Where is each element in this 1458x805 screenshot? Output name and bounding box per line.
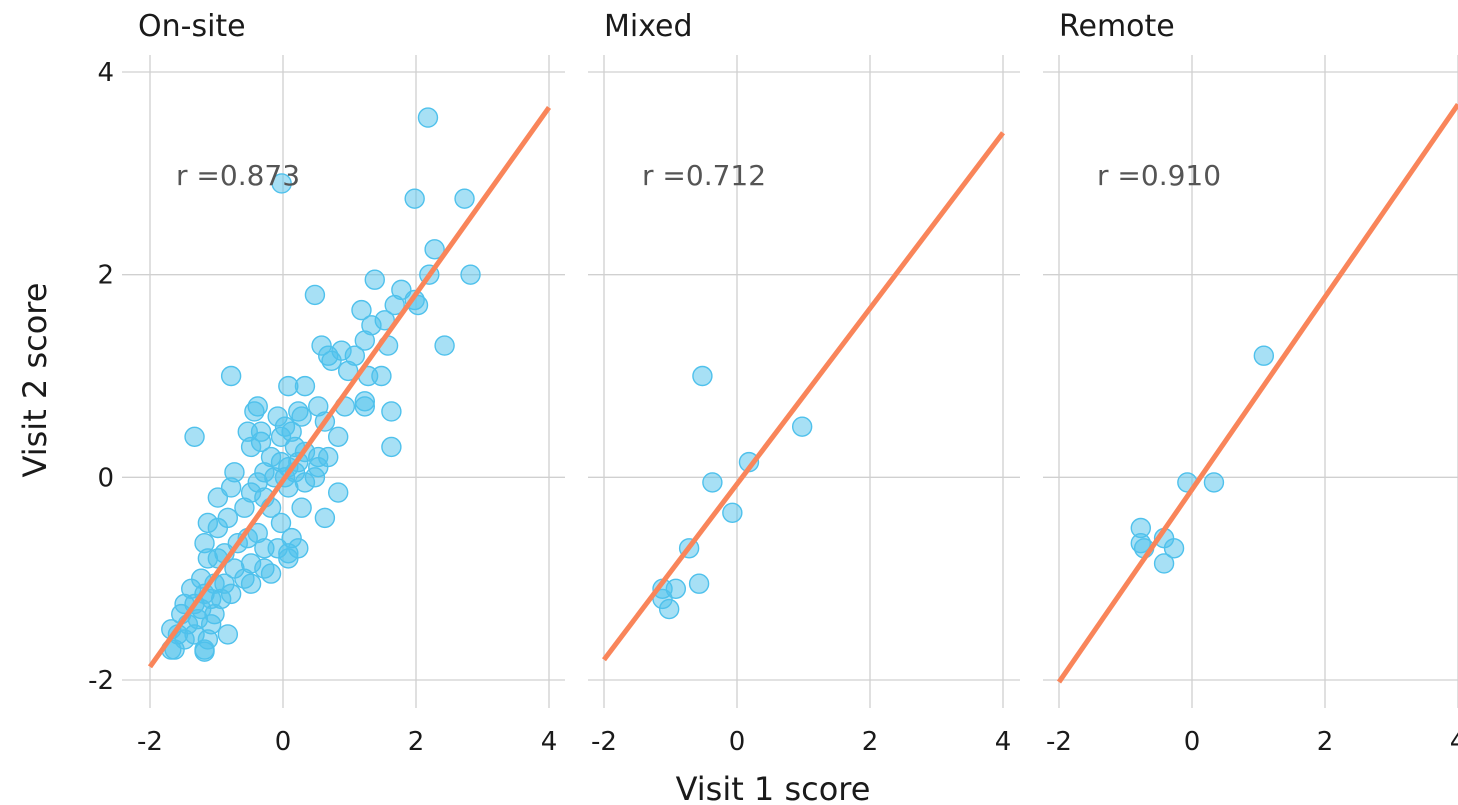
data-point bbox=[337, 360, 359, 382]
x-tick-label: 4 bbox=[1450, 727, 1458, 757]
panel-title: Mixed bbox=[604, 9, 693, 44]
data-point bbox=[1163, 538, 1185, 559]
data-point bbox=[688, 573, 710, 594]
panel-remote: Remote -2 0 2 4 r =0.910 bbox=[1043, 9, 1458, 757]
data-point bbox=[217, 624, 239, 645]
data-point bbox=[354, 330, 375, 351]
x-tick-label: 2 bbox=[408, 727, 425, 757]
x-tick-label: -2 bbox=[1046, 727, 1072, 757]
data-point bbox=[354, 396, 375, 417]
data-point bbox=[294, 375, 316, 397]
fit-line bbox=[147, 106, 552, 669]
panel-title: On-site bbox=[138, 9, 246, 44]
data-point bbox=[381, 436, 402, 458]
data-point bbox=[271, 173, 292, 194]
data-point bbox=[424, 239, 445, 260]
data-point bbox=[692, 365, 713, 387]
data-point bbox=[184, 426, 205, 447]
data-point bbox=[351, 299, 372, 321]
data-point bbox=[270, 426, 292, 447]
data-point bbox=[314, 507, 336, 529]
data-point bbox=[1253, 345, 1275, 366]
data-point bbox=[371, 365, 392, 387]
panels: On-site -2 0 2 4 -2 0 2 4 r =0.873 Mixed -2 0 2 4 r =0.… bbox=[88, 9, 1458, 757]
points bbox=[161, 107, 481, 662]
x-tick-label: -2 bbox=[137, 727, 163, 757]
data-point bbox=[244, 401, 265, 422]
x-tick-label: 4 bbox=[541, 727, 558, 757]
gridlines bbox=[1043, 55, 1458, 708]
x-tick-label: -2 bbox=[591, 727, 617, 757]
panel-on-site: On-site -2 0 2 4 -2 0 2 4 r =0.873 bbox=[88, 9, 565, 757]
data-point bbox=[194, 641, 215, 662]
panel-title: Remote bbox=[1059, 9, 1175, 44]
data-point bbox=[234, 497, 255, 518]
data-point bbox=[1203, 472, 1225, 493]
y-axis-title: Visit 2 score bbox=[16, 283, 54, 478]
data-point bbox=[270, 512, 292, 534]
panel-mixed: Mixed -2 0 2 4 r =0.712 bbox=[588, 9, 1020, 757]
data-point bbox=[404, 188, 425, 209]
gridlines bbox=[588, 55, 1020, 708]
x-tick-label: 2 bbox=[1317, 727, 1334, 757]
data-point bbox=[381, 401, 402, 422]
x-tick-label: 0 bbox=[729, 727, 746, 757]
y-tick-label: 4 bbox=[97, 58, 114, 88]
fit-line bbox=[602, 131, 1005, 662]
data-point bbox=[417, 107, 439, 128]
x-tick-label: 2 bbox=[862, 727, 879, 757]
correlation-label: r =0.712 bbox=[642, 159, 766, 192]
data-point bbox=[327, 426, 349, 447]
y-tick-label: -2 bbox=[88, 666, 114, 696]
points bbox=[1130, 345, 1275, 574]
data-point bbox=[1153, 553, 1175, 574]
data-point bbox=[321, 350, 342, 371]
data-point bbox=[460, 264, 481, 285]
y-tick-label: 0 bbox=[97, 463, 114, 493]
data-point bbox=[291, 406, 312, 427]
x-axis-title: Visit 1 score bbox=[676, 770, 871, 805]
data-point bbox=[364, 269, 385, 290]
data-point bbox=[434, 335, 455, 356]
data-point bbox=[260, 563, 282, 584]
data-point bbox=[220, 477, 242, 498]
fit-line bbox=[1056, 103, 1458, 684]
data-point bbox=[454, 188, 475, 209]
data-point bbox=[278, 548, 299, 569]
data-point bbox=[702, 472, 723, 493]
correlation-label: r =0.910 bbox=[1097, 159, 1221, 192]
x-tick-label: 0 bbox=[275, 727, 292, 757]
x-tick-label: 4 bbox=[995, 727, 1012, 757]
data-point bbox=[220, 365, 242, 387]
data-point bbox=[791, 416, 813, 437]
data-point bbox=[722, 502, 743, 523]
data-point bbox=[217, 507, 239, 529]
data-point bbox=[304, 284, 326, 306]
data-point bbox=[658, 598, 680, 620]
x-tick-label: 0 bbox=[1184, 727, 1201, 757]
correlation-label: r =0.873 bbox=[176, 159, 300, 192]
data-point bbox=[384, 294, 405, 316]
data-point bbox=[327, 482, 349, 503]
y-tick-label: 2 bbox=[97, 261, 114, 291]
data-point bbox=[240, 436, 262, 458]
data-point bbox=[291, 497, 312, 518]
data-point bbox=[240, 573, 262, 594]
